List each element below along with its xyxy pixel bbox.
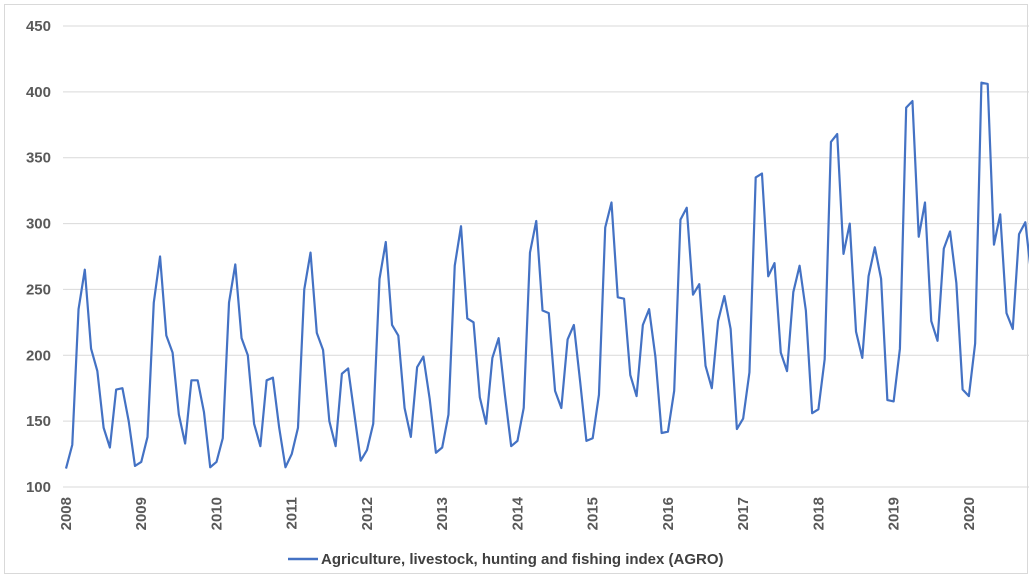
x-tick-label: 2019 [886, 497, 903, 530]
x-tick-label: 2009 [133, 497, 150, 530]
y-tick-label: 350 [26, 150, 51, 167]
x-tick-label: 2013 [434, 497, 451, 530]
x-tick-label: 2010 [208, 497, 225, 530]
y-tick-label: 200 [26, 347, 51, 364]
x-tick-label: 2012 [359, 497, 376, 530]
chart-frame: 100 150 200 250 300 350 400 450 2008 2009 2010 201… [4, 4, 1029, 574]
y-tick-label: 250 [26, 281, 51, 298]
x-tick-label: 2014 [509, 496, 526, 530]
agro-line-chart: 100 150 200 250 300 350 400 450 2008 2009 2010 201… [26, 18, 1029, 568]
series-line-agro [64, 81, 1029, 469]
y-tick-label: 450 [26, 18, 51, 35]
x-tick-label: 2011 [284, 497, 301, 530]
x-tick-label: 2008 [58, 497, 75, 530]
x-axis-ticks: 2008 2009 2010 2011 2012 2013 2014 2015 2016 2017… [58, 496, 978, 530]
x-tick-label: 2020 [961, 497, 978, 530]
y-tick-label: 400 [26, 84, 51, 101]
y-tick-label: 100 [26, 479, 51, 496]
gridlines [63, 25, 1029, 488]
series-layer [64, 81, 1029, 469]
x-tick-label: 2018 [810, 497, 827, 530]
y-tick-label: 300 [26, 216, 51, 233]
y-tick-label: 150 [26, 413, 51, 430]
legend: Agriculture, livestock, hunting and fish… [288, 551, 724, 568]
legend-label: Agriculture, livestock, hunting and fish… [321, 551, 724, 568]
x-tick-label: 2016 [660, 497, 677, 530]
y-axis-ticks: 100 150 200 250 300 350 400 450 [26, 18, 51, 496]
x-tick-label: 2015 [585, 497, 602, 530]
x-tick-label: 2017 [735, 497, 752, 530]
